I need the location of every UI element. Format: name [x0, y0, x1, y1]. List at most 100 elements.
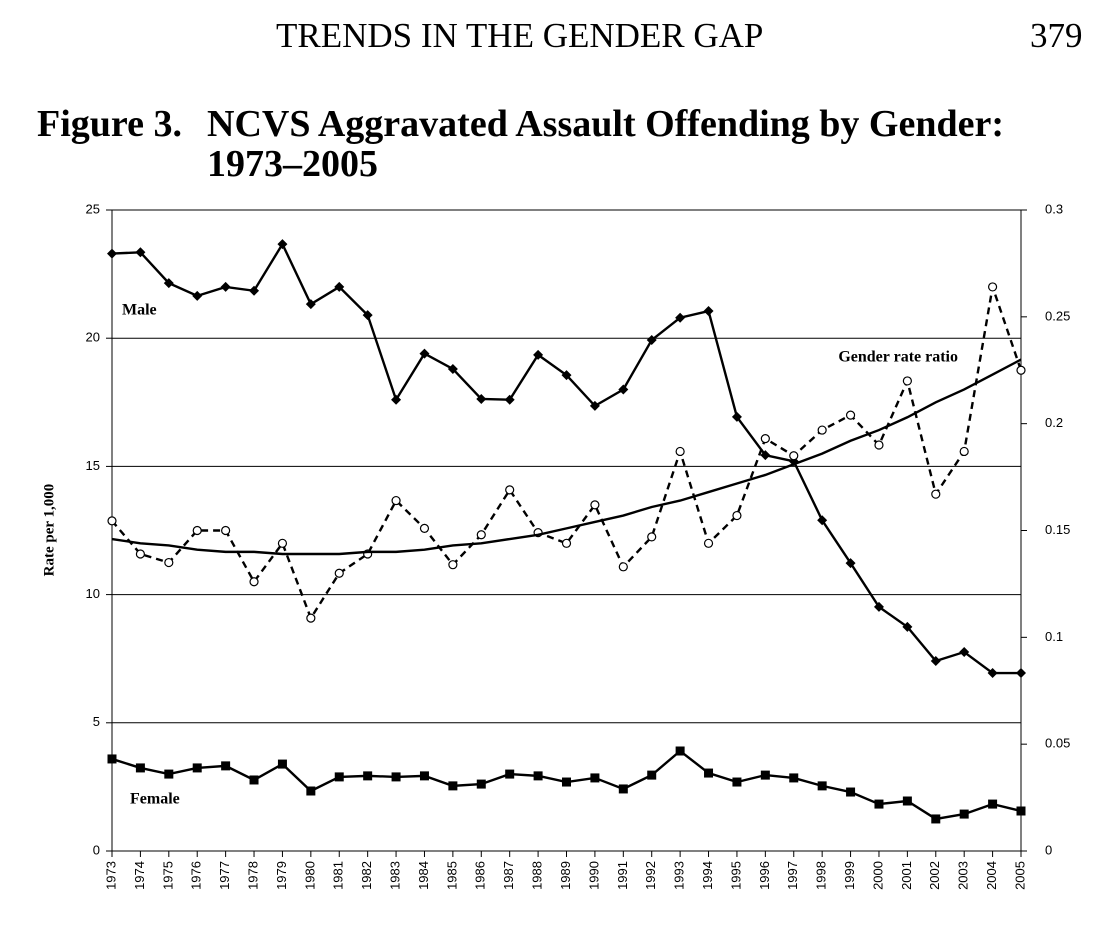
point: [760, 770, 770, 780]
point: [959, 446, 969, 457]
y2-tick-label: 0.1: [1045, 629, 1063, 644]
point: [221, 761, 231, 771]
point: [447, 363, 458, 374]
point: [789, 773, 799, 783]
series-line: [111, 241, 1021, 675]
point: [334, 281, 345, 292]
point: [192, 290, 203, 301]
x-tick-label: 1993: [672, 861, 687, 890]
x-tick-label: 1980: [302, 861, 317, 890]
x-tick-label: 1995: [728, 861, 743, 890]
series-label: Gender rate ratio: [838, 349, 958, 366]
x-tick-label: 2003: [956, 861, 971, 890]
point: [902, 376, 912, 386]
point: [590, 773, 600, 783]
point: [533, 349, 544, 360]
point: [163, 278, 174, 289]
point: [249, 775, 259, 785]
x-tick-label: 2005: [1012, 861, 1027, 890]
point: [731, 411, 742, 422]
point: [107, 248, 117, 259]
point: [959, 809, 969, 819]
point: [874, 799, 884, 809]
y-tick-label: 5: [93, 714, 100, 729]
point: [874, 440, 884, 450]
x-tick-label: 2001: [899, 861, 914, 890]
point: [930, 656, 941, 667]
point: [533, 771, 543, 781]
series-label: Female: [130, 791, 180, 808]
point: [732, 777, 742, 787]
point: [846, 787, 856, 797]
x-tick-label: 1994: [700, 861, 715, 890]
x-tick-label: 1996: [757, 861, 772, 890]
x-tick-label: 1985: [444, 861, 459, 890]
point: [164, 769, 174, 779]
figure-label: Figure 3.: [37, 103, 182, 145]
point: [618, 784, 628, 794]
point: [505, 485, 515, 495]
point: [845, 558, 856, 569]
x-tick-label: 1990: [586, 861, 601, 890]
x-tick-label: 1983: [388, 861, 403, 890]
point: [704, 768, 714, 778]
point: [334, 568, 344, 578]
y-axis-label: Rate per 1,000: [41, 484, 57, 577]
chart-title: NCVS Aggravated Assault Offending by Gen…: [207, 103, 1004, 185]
point: [164, 557, 174, 568]
point: [675, 446, 685, 457]
point: [703, 538, 714, 548]
x-tick-label: 1987: [501, 861, 516, 890]
point: [959, 647, 970, 658]
point: [505, 769, 515, 779]
point: [675, 746, 685, 756]
point: [817, 515, 828, 526]
point: [1016, 806, 1026, 816]
y2-tick-label: 0.15: [1045, 522, 1070, 537]
point: [391, 394, 402, 405]
x-tick-label: 1978: [245, 861, 260, 890]
point: [647, 770, 657, 780]
point: [561, 538, 572, 548]
y2-tick-label: 0.25: [1045, 308, 1070, 323]
x-tick-label: 1974: [132, 861, 147, 890]
point: [931, 814, 941, 824]
x-tick-label: 2002: [927, 861, 942, 890]
x-tick-label: 1975: [160, 861, 175, 890]
x-tick-label: 2000: [870, 861, 885, 890]
point: [277, 239, 288, 250]
point: [448, 781, 458, 791]
point: [987, 282, 998, 292]
point: [760, 434, 770, 444]
point: [1016, 365, 1026, 375]
point: [419, 771, 429, 781]
x-tick-label: 1999: [842, 861, 857, 890]
point: [476, 393, 487, 404]
point: [589, 400, 600, 411]
x-tick-label: 1988: [530, 861, 545, 890]
point: [987, 668, 998, 679]
x-tick-label: 1986: [473, 861, 488, 890]
point: [277, 759, 287, 769]
point: [732, 510, 742, 521]
series-label: Male: [122, 302, 157, 319]
series-line: [111, 286, 1023, 621]
point: [249, 577, 259, 587]
point: [646, 334, 657, 345]
point: [562, 777, 571, 787]
point: [391, 772, 401, 782]
point: [391, 495, 401, 506]
page-number: 379: [1030, 16, 1083, 55]
point: [476, 530, 486, 540]
point: [306, 786, 316, 796]
x-tick-label: 1982: [359, 861, 374, 890]
point: [135, 247, 146, 258]
point: [107, 754, 117, 764]
point: [362, 310, 373, 321]
point: [192, 763, 202, 773]
x-tick-label: 1976: [189, 861, 204, 890]
x-tick-label: 1984: [416, 861, 431, 890]
point: [305, 299, 316, 310]
point: [675, 312, 686, 323]
